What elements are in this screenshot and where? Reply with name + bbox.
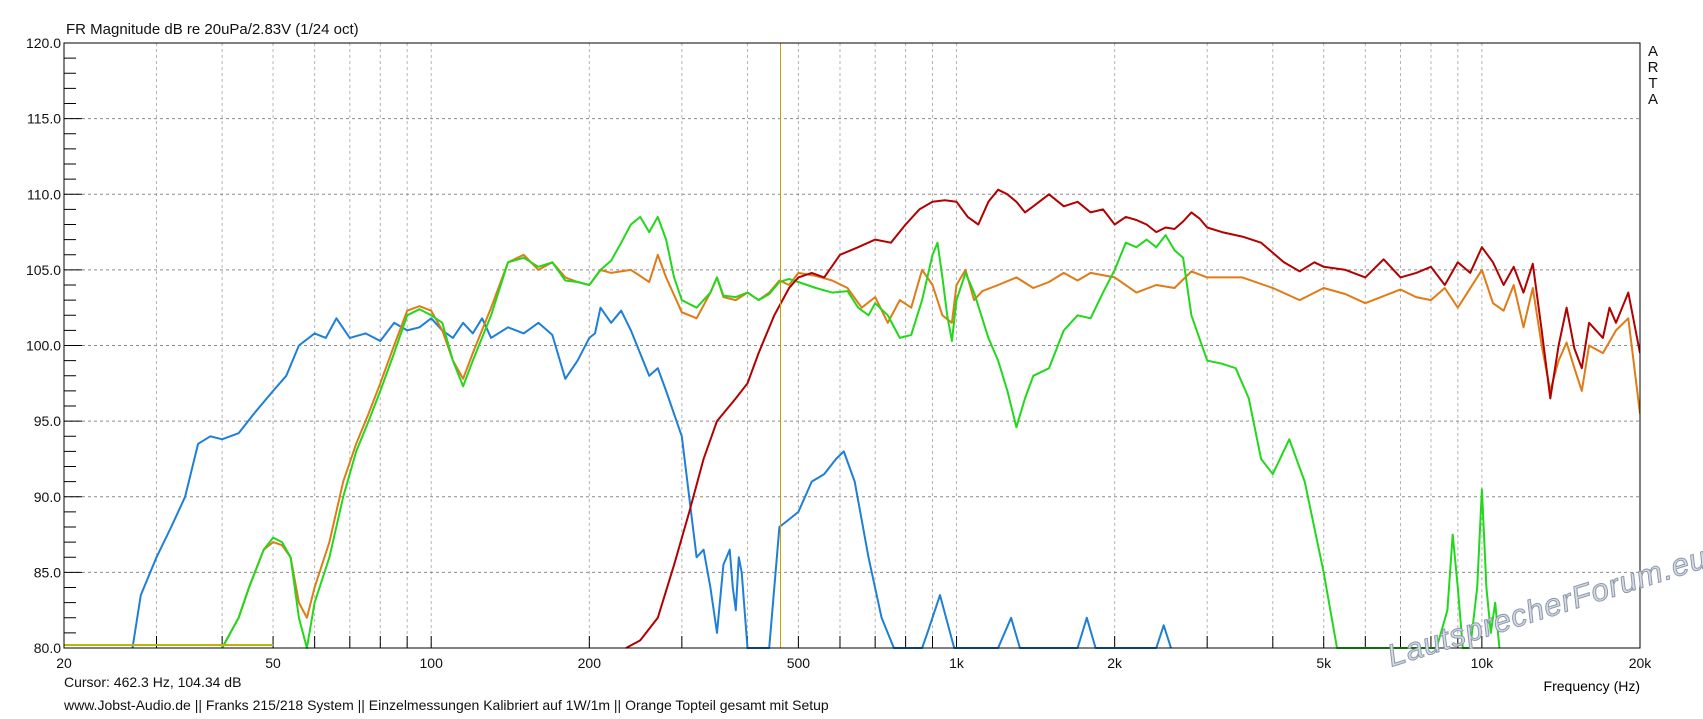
chart-title: FR Magnitude dB re 20uPa/2.83V (1/24 oct…	[66, 21, 359, 38]
y-tick-label: 115.0	[27, 111, 61, 127]
y-tick-label: 90.0	[34, 489, 61, 505]
cursor-readout: Cursor: 462.3 Hz, 104.34 dB	[64, 674, 242, 690]
plot-frame	[63, 42, 1641, 649]
series-line	[625, 188, 1640, 649]
arta-letter: A	[1647, 43, 1658, 60]
x-tick-label: 20k	[1629, 655, 1653, 671]
x-tick-label: 1k	[949, 655, 965, 671]
y-tick-label: 110.0	[27, 186, 61, 202]
y-tick-label: 100.0	[26, 338, 61, 354]
x-tick-label: 100	[420, 655, 444, 671]
y-tick-label: 80.0	[34, 640, 61, 656]
x-tick-label: 200	[578, 655, 602, 671]
x-axis-labels: 20 50 100 200 500 1k 2k 5k 10k 20k	[56, 655, 1652, 671]
arta-label: A R T A	[1646, 44, 1660, 108]
x-tick-label: 20	[56, 655, 72, 671]
grid	[64, 43, 1640, 648]
arta-letter: R	[1647, 59, 1659, 76]
y-tick-label: 85.0	[34, 564, 61, 580]
y-axis-labels: 80.0 85.0 90.0 95.0 100.0 105.0 110.0 115.0 120.…	[26, 35, 61, 656]
series-line	[221, 253, 1640, 649]
y-tick-label: 120.0	[26, 35, 61, 51]
arta-letter: T	[1648, 75, 1658, 92]
y-tick-label: 95.0	[34, 413, 61, 429]
x-tick-label: 500	[787, 655, 811, 671]
x-axis-title: Frequency (Hz)	[1544, 678, 1640, 694]
x-tick-label: 2k	[1107, 655, 1123, 671]
series-line	[131, 306, 1172, 649]
y-minor-ticks	[64, 42, 82, 649]
x-tick-label: 10k	[1471, 655, 1495, 671]
series-line	[221, 215, 1501, 649]
y-tick-label: 105.0	[26, 262, 61, 278]
x-tick-label: 5k	[1316, 655, 1332, 671]
x-tick-label: 50	[265, 655, 281, 671]
footer-info: www.Jobst-Audio.de || Franks 215/218 Sys…	[64, 697, 829, 713]
series-layer	[64, 188, 1640, 649]
arta-letter: A	[1647, 91, 1658, 108]
